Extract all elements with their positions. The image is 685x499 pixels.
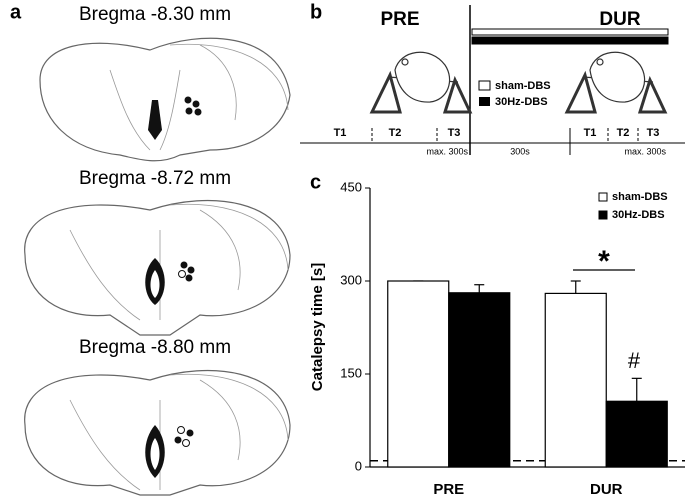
timeline	[300, 5, 685, 155]
brain-section	[24, 369, 291, 496]
annotation: #	[628, 348, 641, 373]
drawing-part	[471, 28, 669, 36]
trial-label: T1	[334, 127, 347, 139]
drawing-part	[369, 70, 473, 114]
drawing-part	[185, 107, 193, 115]
drawing-part	[187, 266, 195, 274]
duration-label: 300s	[510, 146, 530, 156]
legend-swatch	[479, 97, 490, 106]
drawing-part	[401, 58, 409, 66]
section-label: Bregma -8.72 mm	[79, 168, 231, 189]
legend-label: sham-DBS	[495, 80, 551, 92]
legend-label: 30Hz-DBS	[495, 96, 548, 108]
rat-on-bar	[369, 51, 668, 114]
section-label: Bregma -8.80 mm	[79, 337, 231, 358]
y-tick-label: 0	[355, 458, 362, 473]
legend-swatch	[478, 80, 491, 91]
drawing-part	[148, 100, 162, 140]
phase-label: DUR	[599, 9, 640, 30]
trial-label: T3	[647, 127, 660, 139]
drawing-part	[564, 70, 668, 114]
y-tick-label: 300	[340, 272, 362, 287]
trial-label: T3	[448, 127, 461, 139]
brain-section	[39, 37, 291, 162]
trial-label: T2	[617, 127, 630, 139]
trial-label: T2	[389, 127, 402, 139]
bar	[387, 280, 450, 468]
drawing-part	[185, 274, 193, 282]
drawing-part	[184, 96, 192, 104]
legend-label: 30Hz-DBS	[612, 209, 665, 221]
panel-letter: b	[310, 1, 322, 23]
y-tick-label: 450	[340, 179, 362, 194]
trial-label: T1	[584, 127, 597, 139]
drawing-part	[150, 270, 160, 298]
brain-section	[24, 199, 291, 336]
drawing-part	[394, 51, 451, 103]
bar	[448, 292, 511, 468]
phase-label: PRE	[380, 9, 419, 30]
y-axis-label: Catalepsy time [s]	[309, 263, 326, 391]
drawing-part	[471, 36, 669, 45]
drawing-part	[178, 270, 186, 278]
bar	[544, 292, 607, 468]
drawing-part	[194, 108, 202, 116]
legend-swatch	[598, 192, 608, 202]
drawing-part	[69, 373, 289, 491]
section-label: Bregma -8.30 mm	[79, 4, 231, 25]
x-tick-label: DUR	[590, 481, 623, 498]
legend-swatch	[598, 210, 608, 220]
drawing-part	[182, 439, 190, 447]
y-tick-label: 150	[340, 365, 362, 380]
drawing-part	[596, 58, 604, 66]
x-tick-label: PRE	[433, 481, 464, 498]
drawing-part	[192, 100, 200, 108]
drawing-part	[109, 43, 289, 151]
bar-chart: 0 150 300 450 PRE DUR sham-DBS 30Hz-DBS * #	[340, 179, 685, 498]
drawing-part	[150, 438, 160, 470]
drawing-part	[589, 51, 646, 103]
drawing-part	[69, 203, 289, 321]
annotation: *	[598, 245, 610, 278]
drawing-part	[180, 261, 188, 269]
bar	[605, 400, 668, 468]
panel-letter: a	[10, 1, 22, 23]
drawing-part	[39, 37, 291, 162]
duration-label: max. 300s	[624, 146, 666, 156]
drawing-part	[186, 429, 194, 437]
drawing-part	[174, 436, 182, 444]
legend-label: sham-DBS	[612, 191, 668, 203]
drawing-part	[177, 426, 185, 434]
panel-letter: c	[310, 171, 321, 193]
duration-label: max. 300s	[426, 146, 468, 156]
